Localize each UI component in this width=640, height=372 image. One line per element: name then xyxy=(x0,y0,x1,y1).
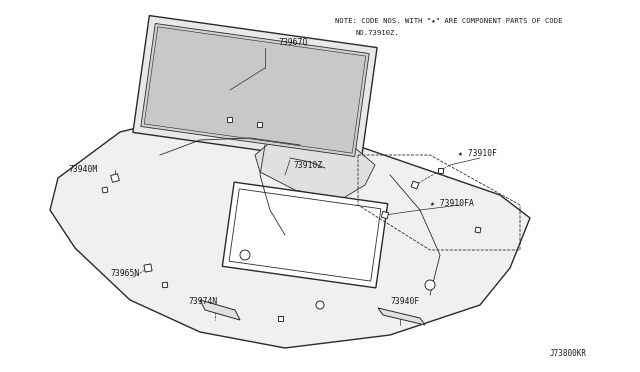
Text: NO.73910Z.: NO.73910Z. xyxy=(355,30,399,36)
Polygon shape xyxy=(278,315,282,321)
Text: 73910Z: 73910Z xyxy=(293,160,323,170)
Text: 73974N: 73974N xyxy=(188,298,217,307)
Polygon shape xyxy=(163,282,168,288)
Polygon shape xyxy=(141,23,369,157)
Polygon shape xyxy=(229,189,381,281)
Text: ★ 73910FA: ★ 73910FA xyxy=(430,199,474,208)
Polygon shape xyxy=(200,300,240,320)
Polygon shape xyxy=(381,211,388,219)
Circle shape xyxy=(240,250,250,260)
Text: ★ 73910F: ★ 73910F xyxy=(458,148,497,157)
Polygon shape xyxy=(255,130,375,200)
Text: 73967Q: 73967Q xyxy=(278,38,307,46)
Polygon shape xyxy=(144,27,366,153)
Polygon shape xyxy=(378,308,425,325)
Polygon shape xyxy=(144,264,152,272)
Polygon shape xyxy=(411,181,419,189)
Polygon shape xyxy=(475,227,481,233)
Circle shape xyxy=(425,280,435,290)
Text: 73965N: 73965N xyxy=(110,269,140,278)
Polygon shape xyxy=(438,167,442,173)
Polygon shape xyxy=(133,16,377,164)
Polygon shape xyxy=(257,122,262,128)
Polygon shape xyxy=(111,174,119,182)
Polygon shape xyxy=(102,187,108,193)
Polygon shape xyxy=(50,108,530,348)
Text: NOTE: CODE NOS. WITH "★" ARE COMPONENT PARTS OF CODE: NOTE: CODE NOS. WITH "★" ARE COMPONENT P… xyxy=(335,18,563,24)
Text: 73940F: 73940F xyxy=(390,298,419,307)
Polygon shape xyxy=(227,117,233,123)
Text: 73940M: 73940M xyxy=(68,166,97,174)
Polygon shape xyxy=(222,182,388,288)
Text: J73800KR: J73800KR xyxy=(550,349,587,358)
Circle shape xyxy=(316,301,324,309)
